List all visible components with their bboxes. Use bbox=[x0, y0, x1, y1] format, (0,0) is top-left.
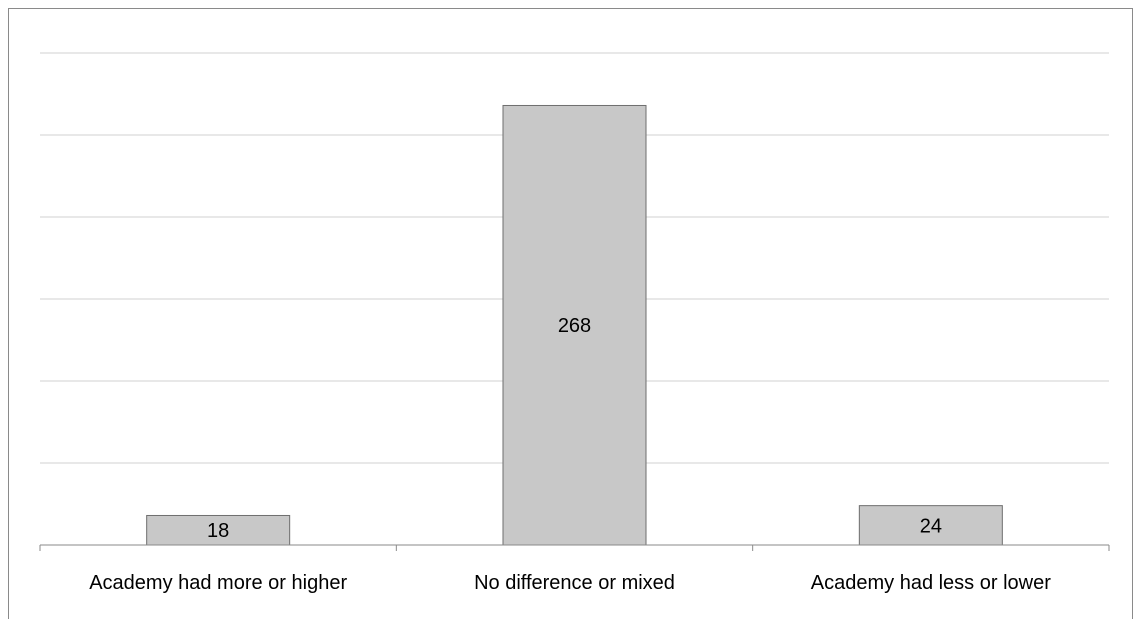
bar bbox=[502, 104, 647, 546]
data-label: 18 bbox=[207, 520, 229, 542]
category-label: Academy had less or lower bbox=[811, 572, 1051, 594]
tick-labels: Academy had more or higher No difference … bbox=[89, 572, 1051, 594]
data-label: 268 bbox=[558, 315, 591, 337]
bar bbox=[146, 514, 291, 546]
category-label: No difference or mixed bbox=[474, 572, 675, 594]
x-axis bbox=[39, 544, 1110, 551]
data-labels: 18 268 24 bbox=[207, 315, 942, 542]
data-label: 24 bbox=[920, 515, 942, 537]
category-label: Academy had more or higher bbox=[89, 572, 347, 594]
